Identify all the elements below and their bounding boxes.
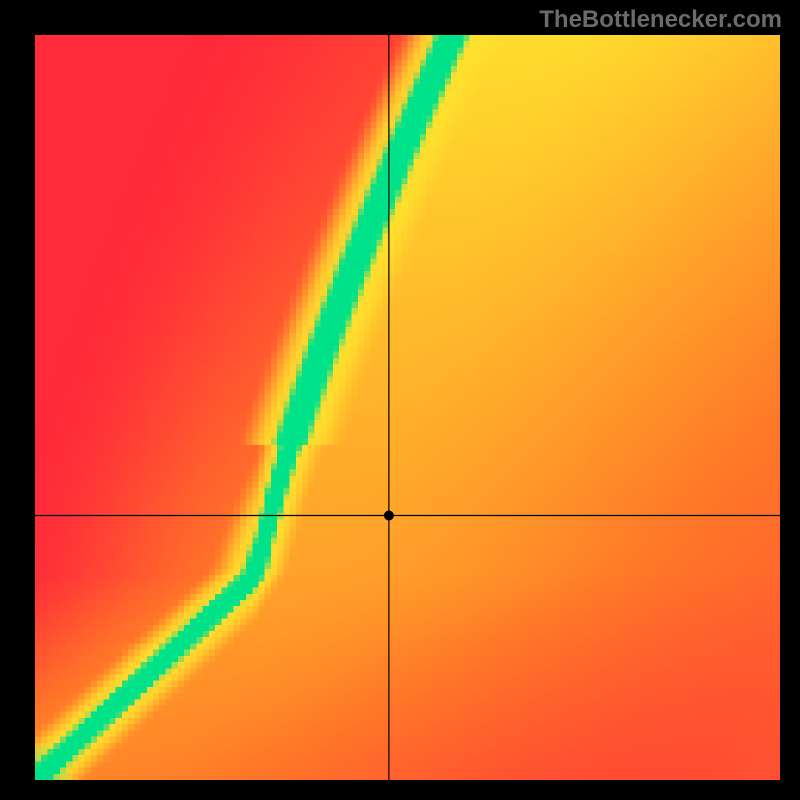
chart-overlay — [0, 0, 800, 800]
crosshair-marker — [384, 511, 394, 521]
watermark-text: TheBottlenecker.com — [539, 6, 782, 34]
